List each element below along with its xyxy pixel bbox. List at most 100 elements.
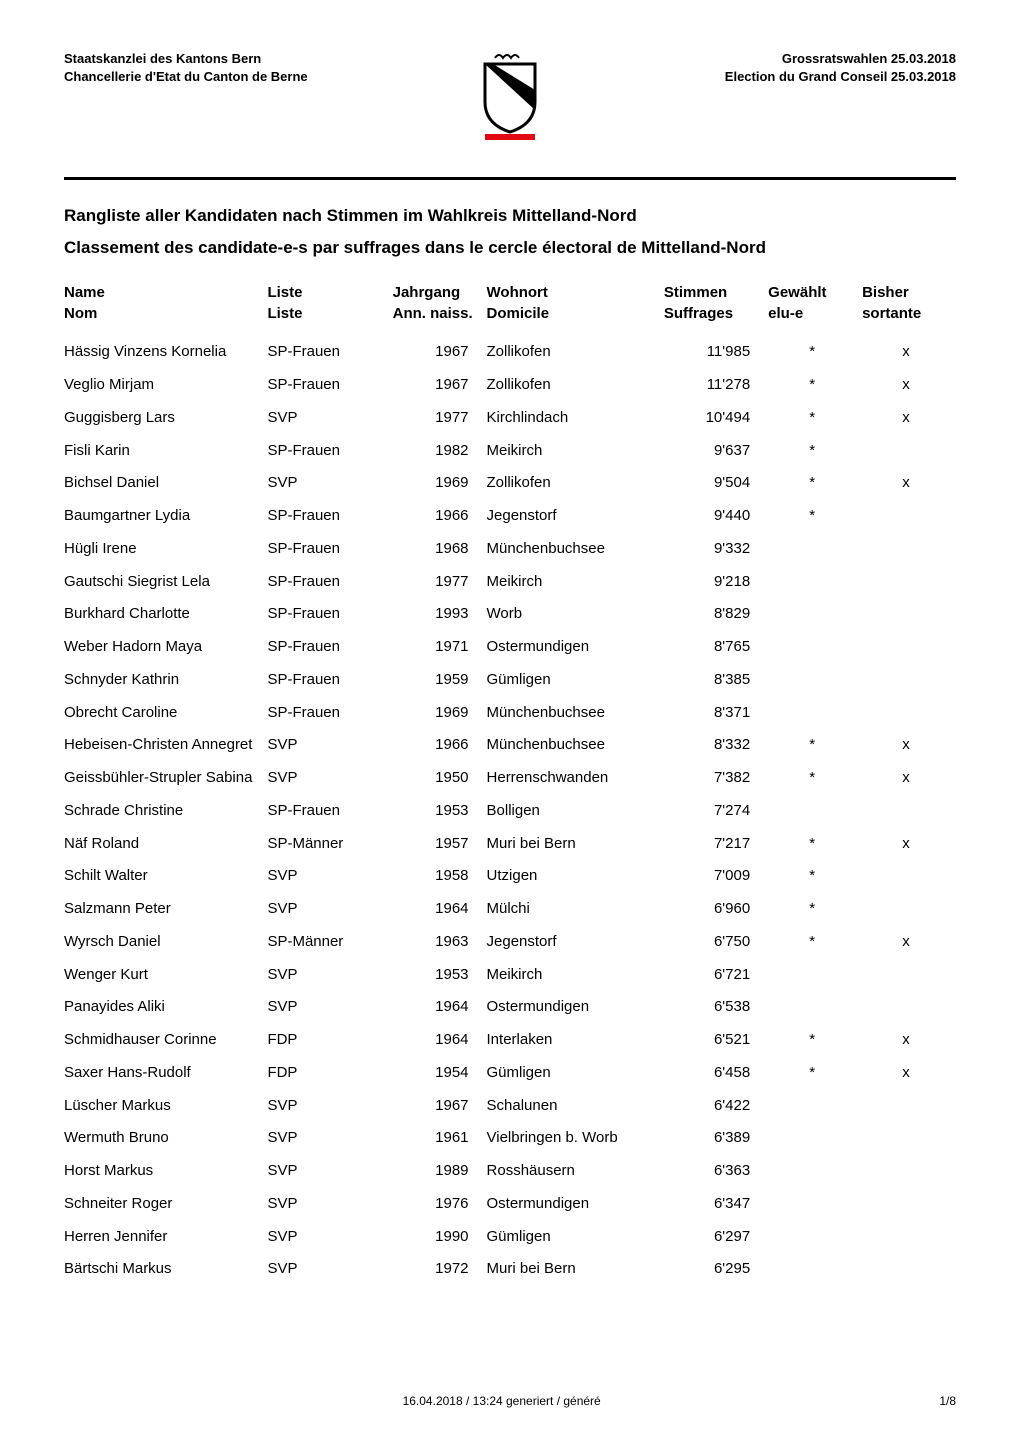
table-row: Horst MarkusSVP1989Rosshäusern6'363	[64, 1155, 956, 1188]
cell-name: Weber Hadorn Maya	[64, 631, 267, 664]
cell-jahr: 1977	[393, 402, 487, 435]
cell-liste: SP-Frauen	[267, 631, 392, 664]
cell-liste: SP-Frauen	[267, 435, 392, 468]
cell-bish	[862, 1090, 956, 1123]
table-row: Hügli IreneSP-Frauen1968Münchenbuchsee9'…	[64, 533, 956, 566]
cell-bish: x	[862, 1057, 956, 1090]
cell-bish	[862, 1188, 956, 1221]
cell-liste: SP-Frauen	[267, 500, 392, 533]
cell-jahr: 1982	[393, 435, 487, 468]
cell-jahr: 1989	[393, 1155, 487, 1188]
col-header-liste-de: Liste	[267, 280, 392, 303]
col-header-bish-fr: sortante	[862, 303, 956, 336]
table-row: Wyrsch DanielSP-Männer1963Jegenstorf6'75…	[64, 926, 956, 959]
cell-jahr: 1967	[393, 336, 487, 369]
col-header-stim-de: Stimmen	[664, 280, 768, 303]
col-header-stim-fr: Suffrages	[664, 303, 768, 336]
cell-stim: 6'297	[664, 1221, 768, 1254]
cell-bish	[862, 1155, 956, 1188]
cell-jahr: 1977	[393, 566, 487, 599]
cell-name: Schmidhauser Corinne	[64, 1024, 267, 1057]
cell-jahr: 1976	[393, 1188, 487, 1221]
cell-name: Geissbühler-Strupler Sabina	[64, 762, 267, 795]
cell-wohn: Meikirch	[487, 959, 664, 992]
cell-gew	[768, 598, 862, 631]
table-row: Wermuth BrunoSVP1961Vielbringen b. Worb6…	[64, 1122, 956, 1155]
cell-name: Salzmann Peter	[64, 893, 267, 926]
page-footer: 16.04.2018 / 13:24 generiert / généré 1/…	[64, 1394, 956, 1408]
cell-gew: *	[768, 369, 862, 402]
cell-liste: FDP	[267, 1057, 392, 1090]
cell-name: Schneiter Roger	[64, 1188, 267, 1221]
cell-jahr: 1966	[393, 729, 487, 762]
cell-stim: 11'985	[664, 336, 768, 369]
page: Staatskanzlei des Kantons Bern Chancelle…	[0, 0, 1020, 1442]
cell-wohn: Utzigen	[487, 860, 664, 893]
cell-stim: 6'521	[664, 1024, 768, 1057]
header-divider	[64, 177, 956, 180]
cell-wohn: Zollikofen	[487, 369, 664, 402]
col-header-liste-fr: Liste	[267, 303, 392, 336]
cell-jahr: 1967	[393, 369, 487, 402]
cell-jahr: 1990	[393, 1221, 487, 1254]
cell-bish: x	[862, 926, 956, 959]
cell-jahr: 1959	[393, 664, 487, 697]
col-header-jahr-fr: Ann. naiss.	[393, 303, 487, 336]
cell-gew	[768, 631, 862, 664]
header-right: Grossratswahlen 25.03.2018 Election du G…	[725, 50, 956, 85]
cell-gew: *	[768, 762, 862, 795]
cell-liste: SVP	[267, 729, 392, 762]
header-right-line2: Election du Grand Conseil 25.03.2018	[725, 68, 956, 86]
cell-name: Obrecht Caroline	[64, 697, 267, 730]
cell-liste: FDP	[267, 1024, 392, 1057]
table-row: Bichsel DanielSVP1969Zollikofen9'504*x	[64, 467, 956, 500]
cell-bish: x	[862, 467, 956, 500]
cell-gew: *	[768, 467, 862, 500]
cell-wohn: Gümligen	[487, 1221, 664, 1254]
cell-name: Schilt Walter	[64, 860, 267, 893]
header-right-line1: Grossratswahlen 25.03.2018	[725, 50, 956, 68]
cell-wohn: Meikirch	[487, 566, 664, 599]
table-row: Obrecht CarolineSP-Frauen1969Münchenbuch…	[64, 697, 956, 730]
cell-stim: 6'538	[664, 991, 768, 1024]
cell-wohn: Schalunen	[487, 1090, 664, 1123]
cell-wohn: Jegenstorf	[487, 500, 664, 533]
table-row: Fisli KarinSP-Frauen1982Meikirch9'637*	[64, 435, 956, 468]
cell-stim: 6'960	[664, 893, 768, 926]
col-header-jahr-de: Jahrgang	[393, 280, 487, 303]
page-title-fr: Classement des candidate-e-s par suffrag…	[64, 238, 956, 258]
cell-bish	[862, 1221, 956, 1254]
cell-jahr: 1971	[393, 631, 487, 664]
cell-liste: SVP	[267, 1122, 392, 1155]
cell-name: Herren Jennifer	[64, 1221, 267, 1254]
cell-gew: *	[768, 926, 862, 959]
cell-gew: *	[768, 402, 862, 435]
cell-jahr: 1954	[393, 1057, 487, 1090]
cell-gew	[768, 991, 862, 1024]
cell-wohn: Muri bei Bern	[487, 1253, 664, 1286]
cell-liste: SP-Frauen	[267, 533, 392, 566]
cell-liste: SP-Frauen	[267, 664, 392, 697]
cell-stim: 8'385	[664, 664, 768, 697]
cell-wohn: Zollikofen	[487, 467, 664, 500]
cell-name: Lüscher Markus	[64, 1090, 267, 1123]
cell-bish: x	[862, 729, 956, 762]
cell-wohn: Gümligen	[487, 664, 664, 697]
cell-liste: SP-Frauen	[267, 697, 392, 730]
cell-jahr: 1957	[393, 828, 487, 861]
cell-name: Panayides Aliki	[64, 991, 267, 1024]
bern-crest-icon	[473, 50, 547, 140]
cell-name: Fisli Karin	[64, 435, 267, 468]
cell-gew	[768, 697, 862, 730]
cell-jahr: 1972	[393, 1253, 487, 1286]
cell-name: Schnyder Kathrin	[64, 664, 267, 697]
cell-wohn: Herrenschwanden	[487, 762, 664, 795]
cell-stim: 9'440	[664, 500, 768, 533]
cell-gew	[768, 664, 862, 697]
footer-generated: 16.04.2018 / 13:24 generiert / généré	[403, 1394, 601, 1408]
cell-gew	[768, 1090, 862, 1123]
cell-jahr: 1968	[393, 533, 487, 566]
header-left: Staatskanzlei des Kantons Bern Chancelle…	[64, 50, 308, 85]
cell-bish: x	[862, 1024, 956, 1057]
cell-wohn: Rosshäusern	[487, 1155, 664, 1188]
